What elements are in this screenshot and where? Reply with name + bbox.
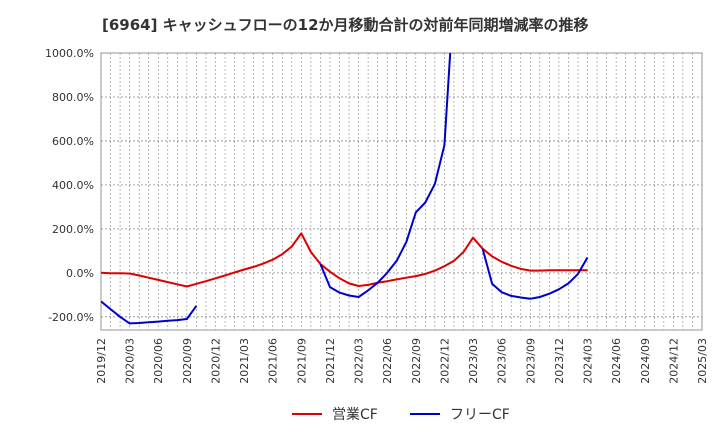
legend-item-free-cf: フリーCF: [410, 404, 510, 424]
y-tick-label: 200.0%: [52, 223, 94, 236]
series-line-operating-cf-segment-0: [101, 232, 588, 288]
x-tick-label: 2020/09: [181, 338, 194, 384]
x-tick-label: 2021/09: [295, 338, 308, 384]
y-tick-label: 400.0%: [52, 179, 94, 192]
x-tick-label: 2019/12: [95, 338, 108, 384]
series-layer: [101, 53, 589, 325]
legend-swatch-operating-cf: [292, 413, 322, 415]
y-tick-label: 800.0%: [52, 91, 94, 104]
x-tick-label: 2022/09: [410, 338, 423, 384]
x-tick-label: 2022/06: [381, 338, 394, 384]
x-tick-label: 2021/03: [238, 338, 251, 384]
x-tick-label: 2024/09: [639, 338, 652, 384]
legend-swatch-free-cf: [410, 413, 440, 415]
x-tick-label: 2020/06: [152, 338, 165, 384]
x-tick-label: 2024/06: [610, 338, 623, 384]
x-tick-label: 2023/12: [553, 338, 566, 384]
chart-title: [6964] キャッシュフローの12か月移動合計の対前年同期増減率の推移: [102, 16, 589, 34]
x-tick-label: 2022/03: [353, 338, 366, 384]
x-tick-label: 2023/09: [524, 338, 537, 384]
legend-label-operating-cf: 営業CF: [332, 407, 378, 423]
grid-layer: [100, 52, 703, 331]
plot-frame: [100, 52, 703, 331]
x-tick-label: 2022/12: [438, 338, 451, 384]
x-tick-label: 2020/03: [124, 338, 137, 384]
series-line-free-cf-segment-2: [481, 248, 589, 300]
x-tick-label: 2023/06: [496, 338, 509, 384]
legend: 営業CF フリーCF: [0, 404, 720, 428]
y-tick-label: -200.0%: [48, 311, 94, 324]
axis-layer: 1000.0% 800.0% 600.0% 400.0% 200.0% 0.0% -200.…: [45, 47, 709, 384]
legend-label-free-cf: フリーCF: [450, 407, 510, 423]
x-tick-label: 2024/03: [582, 338, 595, 384]
legend-item-operating-cf: 営業CF: [292, 404, 378, 424]
y-tick-label: 0.0%: [66, 267, 94, 280]
x-tick-label: 2021/12: [324, 338, 337, 384]
x-tick-label: 2020/12: [209, 338, 222, 384]
y-tick-label: 600.0%: [52, 135, 94, 148]
y-tick-label: 1000.0%: [45, 47, 94, 60]
series-line-free-cf-segment-1: [319, 53, 452, 298]
x-tick-label: 2023/03: [467, 338, 480, 384]
x-tick-label: 2024/12: [667, 338, 680, 384]
x-tick-label: 2025/03: [696, 338, 709, 384]
x-tick-label: 2021/06: [267, 338, 280, 384]
series-line-free-cf-segment-0: [101, 300, 198, 325]
